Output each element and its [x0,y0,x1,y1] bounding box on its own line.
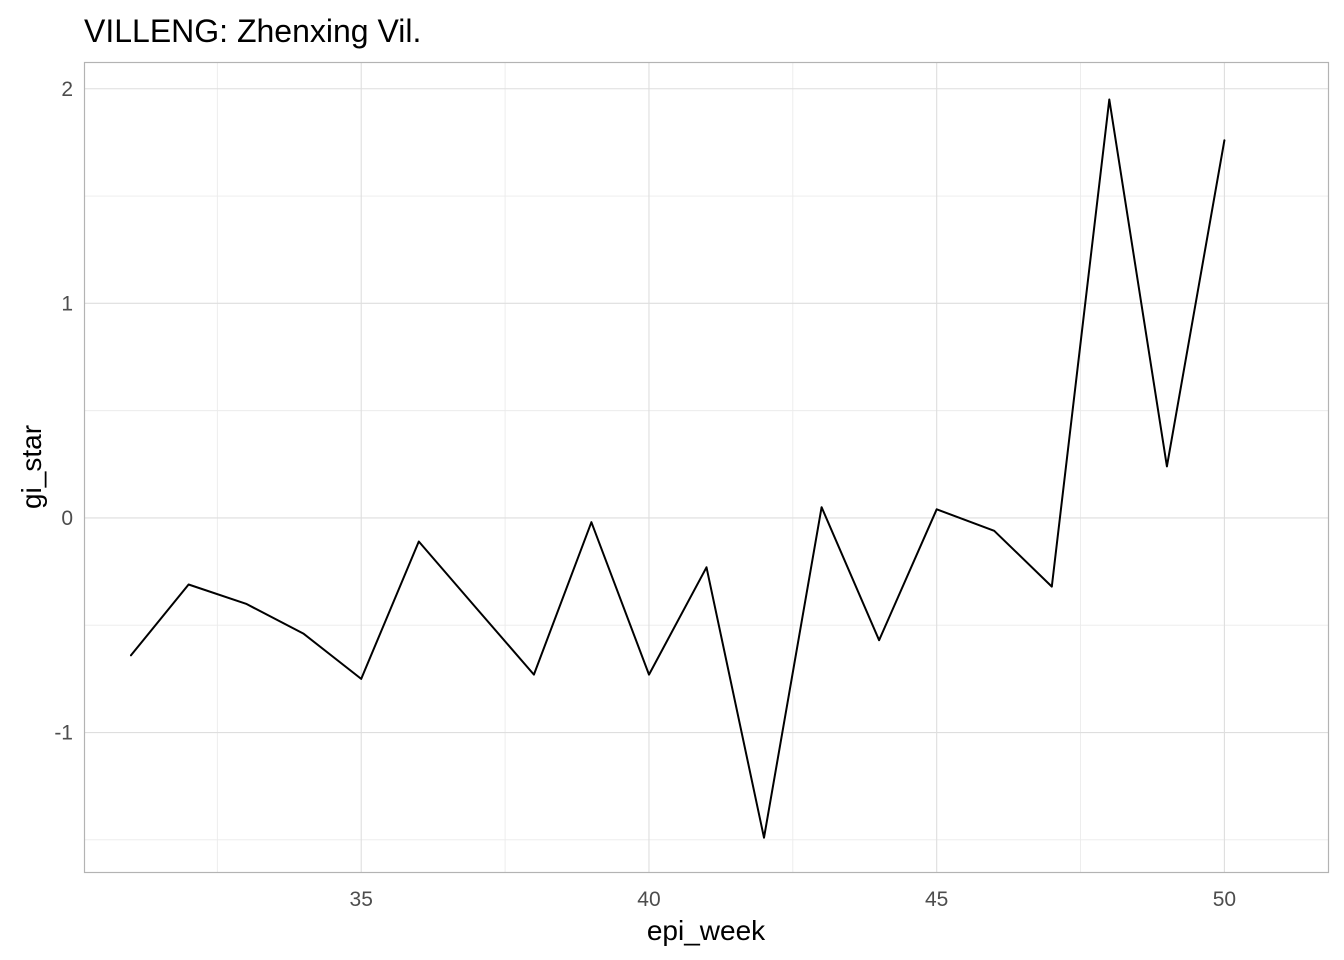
x-tick-label: 45 [925,888,948,911]
data-point [1051,585,1053,588]
x-tick-label: 35 [350,888,373,911]
data-point [418,540,420,543]
y-axis-title: gi_star [16,425,47,509]
data-point [763,836,765,839]
data-point [533,673,535,676]
data-point [360,678,363,680]
x-tick-label: 50 [1213,888,1236,911]
x-axis-tick-labels: 35 40 45 50 [350,888,1237,911]
data-point [187,583,190,586]
data-point [993,530,995,532]
data-point [302,633,305,635]
data-point [1223,139,1226,142]
data-point [475,607,478,609]
data-point [935,508,938,511]
minor-gridlines [85,63,1328,872]
plot-panel-border [83,61,1330,874]
y-tick-label: 2 [61,78,73,101]
data-point [878,639,880,641]
data-point [245,603,247,605]
y-tick-label: -1 [54,722,73,745]
y-tick-label: 1 [61,292,73,315]
data-point [1166,465,1168,468]
data-point [705,566,708,569]
x-tick-label: 40 [637,888,660,911]
data-point [1108,98,1111,101]
data-point [590,521,593,523]
series-line [130,98,1226,839]
y-axis-tick-labels: -1 0 1 2 [54,78,73,745]
x-axis-title: epi_week [647,915,766,946]
y-tick-label: 0 [61,507,73,530]
chart-title: VILLENG: Zhenxing Vil. [84,13,421,49]
data-point [648,673,650,676]
data-point [130,654,132,657]
series-layer [130,98,1226,839]
major-gridlines [85,63,1328,872]
data-point [820,506,823,509]
